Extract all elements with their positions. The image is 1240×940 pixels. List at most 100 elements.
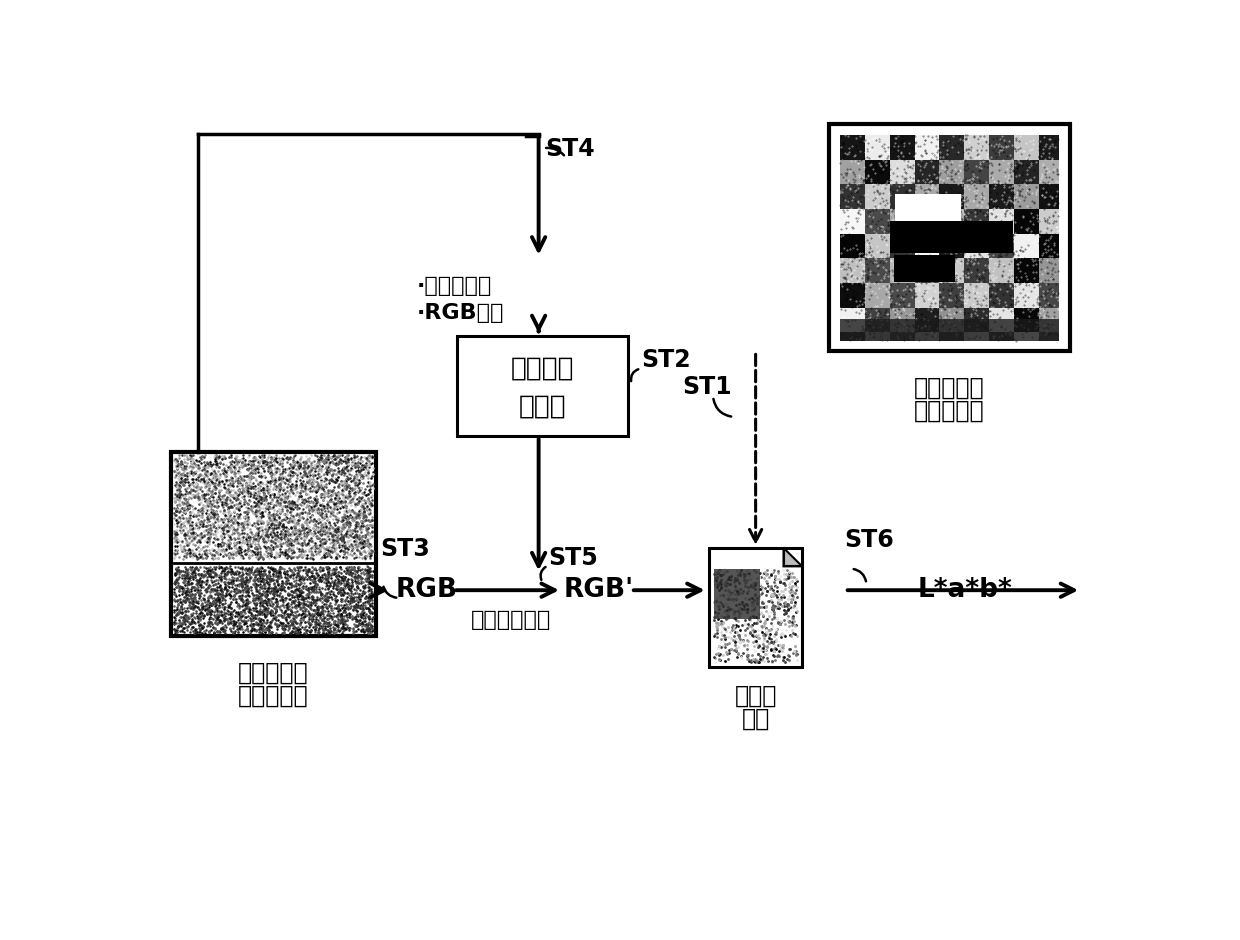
Bar [1014,307,1039,332]
Bar [714,570,760,619]
Bar [1014,135,1039,160]
Text: ST6: ST6 [844,527,894,552]
Bar [841,258,866,283]
Bar [1039,234,1059,258]
Bar [940,258,965,283]
Bar [940,209,965,234]
Bar [965,160,990,184]
Bar [895,194,961,236]
Bar [866,209,889,234]
Bar [915,258,940,283]
Bar [841,184,866,209]
Bar [915,283,940,307]
Bar [841,307,866,332]
Text: 打印机状态: 打印机状态 [238,661,308,685]
Bar [458,337,627,436]
Text: 扫描仪: 扫描仪 [734,684,776,708]
Bar [830,124,1069,352]
Text: L*a*b*: L*a*b* [918,577,1012,603]
Bar [171,451,376,636]
Bar [990,307,1013,332]
Bar [1014,283,1039,307]
Bar [990,258,1013,283]
Bar [965,258,990,283]
Text: 耀斌级别: 耀斌级别 [511,355,574,382]
Bar [940,332,965,340]
Bar [1039,135,1059,160]
Bar [915,135,940,160]
Text: ST2: ST2 [642,348,692,371]
Bar [990,283,1013,307]
Bar [841,283,866,307]
Bar [1039,332,1059,340]
Text: ·RGB值差: ·RGB值差 [417,303,505,323]
Bar [841,160,866,184]
Bar [965,184,990,209]
Bar [866,332,889,340]
Text: ST3: ST3 [379,537,429,561]
Bar [866,184,889,209]
Text: ·色标尺寸差: ·色标尺寸差 [417,276,492,296]
Text: 校正表: 校正表 [518,394,567,420]
Bar [1014,209,1039,234]
Bar [866,234,889,258]
Bar [894,256,955,282]
Bar [965,283,990,307]
Bar [866,283,889,307]
Bar [990,234,1013,258]
Bar [890,332,915,340]
Bar [1014,258,1039,283]
Text: 创建用图表: 创建用图表 [914,400,985,423]
Bar [1014,234,1039,258]
Bar [866,258,889,283]
Text: ST4: ST4 [544,137,594,162]
Bar [965,307,990,332]
Bar [841,332,866,340]
Bar [841,234,866,258]
Bar [709,548,802,667]
Bar [1014,160,1039,184]
Bar [915,307,940,332]
Bar [965,135,990,160]
Bar [940,135,965,160]
Bar [890,209,915,234]
Bar [890,160,915,184]
Text: RGB': RGB' [563,577,634,603]
Bar [1039,209,1059,234]
Bar [915,160,940,184]
Bar [940,307,965,332]
Bar [866,160,889,184]
Bar [1039,307,1059,332]
Bar [841,135,866,160]
Text: 简档: 简档 [742,707,770,731]
Bar [1039,258,1059,283]
Bar [890,307,915,332]
Bar [890,184,915,209]
Bar [990,209,1013,234]
Bar [990,160,1013,184]
Polygon shape [784,548,802,566]
Bar [866,135,889,160]
Bar [990,135,1013,160]
Bar [866,307,889,332]
Bar [1039,184,1059,209]
Bar [955,221,1013,253]
Bar [1014,332,1039,340]
Bar [890,221,963,253]
Bar [965,209,990,234]
Bar [990,332,1013,340]
Bar [915,209,940,234]
Text: RGB: RGB [396,577,458,603]
Bar [990,184,1013,209]
Bar [890,283,915,307]
Bar [1039,160,1059,184]
Bar [1039,283,1059,307]
Bar [965,332,990,340]
Bar [841,320,1059,340]
Bar [890,135,915,160]
Bar [915,332,940,340]
Bar [965,234,990,258]
Text: 扫描仪简档: 扫描仪简档 [914,376,985,400]
Bar [1014,184,1039,209]
Bar [890,234,915,258]
